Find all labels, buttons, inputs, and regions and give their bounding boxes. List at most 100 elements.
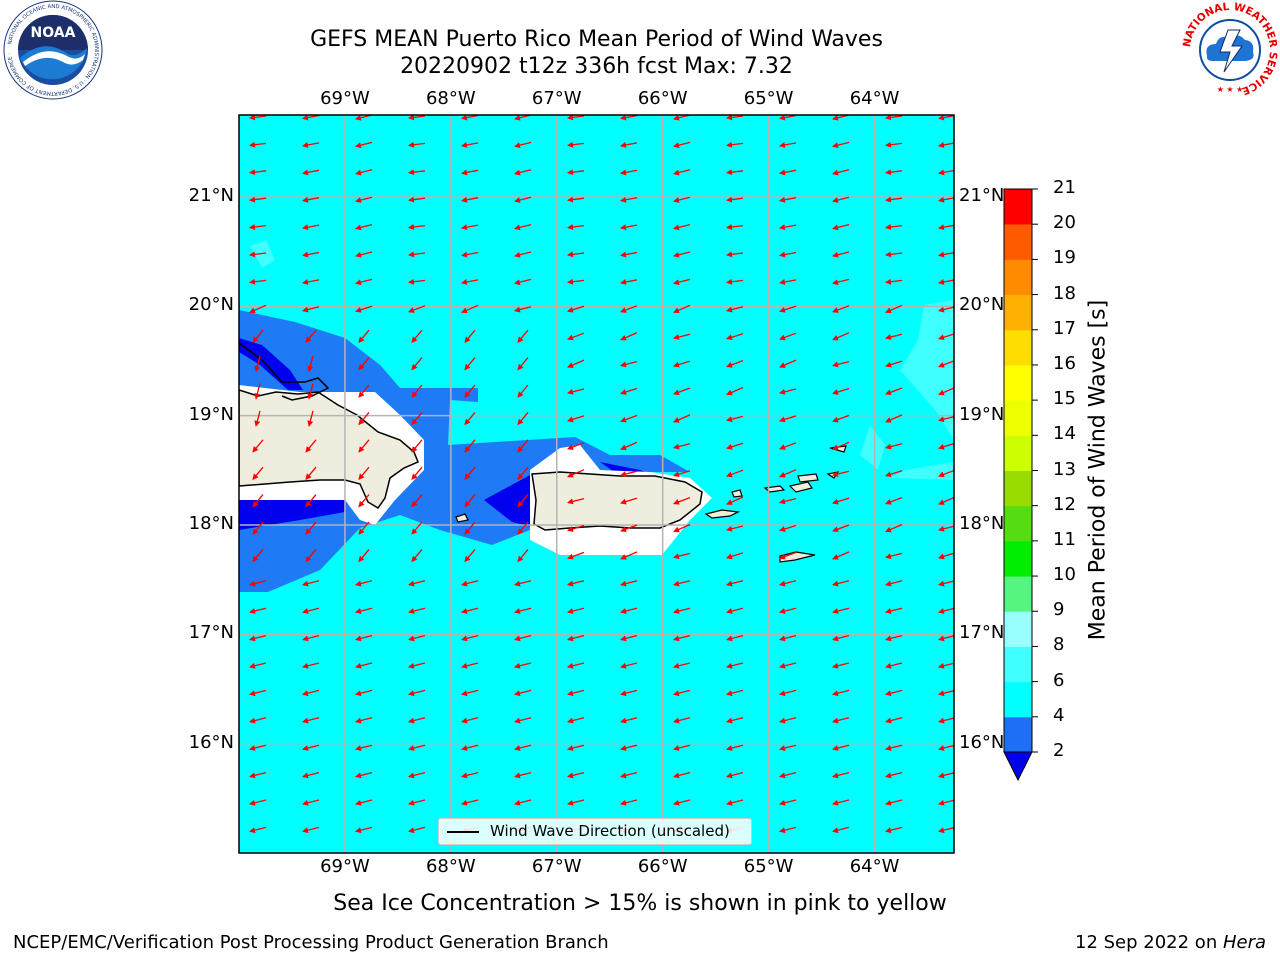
wind-arrow <box>620 279 638 285</box>
wind-arrow <box>885 662 903 669</box>
wind-arrow <box>514 278 532 286</box>
wind-arrow <box>620 799 638 806</box>
colorbar <box>1003 188 1038 782</box>
wind-arrow <box>885 470 903 478</box>
wind-arrow <box>411 411 423 426</box>
wind-arrow <box>358 411 370 426</box>
wind-arrow <box>832 634 850 642</box>
wind-arrow <box>464 548 476 563</box>
wind-arrow <box>779 442 797 450</box>
wind-arrow <box>252 521 264 535</box>
wind-arrow <box>832 717 850 724</box>
colorbar-tick-label: 12 <box>1053 493 1076 515</box>
wind-arrow <box>514 799 532 806</box>
wind-arrow <box>726 333 744 341</box>
wind-arrow <box>832 414 850 423</box>
wind-arrow <box>832 689 850 697</box>
wind-arrow <box>885 580 903 587</box>
wind-arrow <box>726 196 744 203</box>
wind-arrow <box>620 551 638 560</box>
wind-arrow <box>461 607 479 614</box>
lat-tick-label: 20°N <box>959 294 1005 316</box>
wind-arrow <box>832 360 850 368</box>
wind-arrow <box>779 826 797 834</box>
wind-arrow <box>514 634 532 642</box>
st-john <box>788 481 813 493</box>
wind-arrow <box>938 251 954 258</box>
lon-tick-label: 69°W <box>320 856 370 877</box>
colorbar-tick-label: 14 <box>1053 423 1076 445</box>
wind-arrow <box>355 607 373 614</box>
wind-arrow <box>779 388 797 395</box>
colorbar-segment <box>1004 294 1032 331</box>
wind-arrow <box>249 580 267 587</box>
wind-arrow <box>938 689 954 697</box>
wind-arrow <box>938 115 954 121</box>
colorbar-tick-label: 10 <box>1053 564 1076 586</box>
wind-arrow <box>673 443 691 450</box>
lon-tick-label: 64°W <box>849 88 900 109</box>
wind-arrow <box>779 279 797 285</box>
colorbar-segment <box>1004 329 1032 366</box>
wind-arrow <box>885 360 903 368</box>
wind-arrow <box>938 142 954 148</box>
wind-arrow <box>726 552 744 560</box>
colorbar-segment <box>1004 400 1032 436</box>
wind-arrow <box>673 470 691 478</box>
wind-arrow <box>302 306 320 313</box>
lat-tick-label: 18°N <box>188 513 234 534</box>
wind-arrow <box>726 607 744 614</box>
wind-arrow <box>673 387 691 396</box>
wind-arrow <box>620 251 638 258</box>
wind-arrow <box>464 411 476 426</box>
wind-arrow <box>673 251 691 258</box>
tortola <box>797 473 819 483</box>
wind-arrow <box>726 496 744 505</box>
wind-arrow <box>885 496 903 505</box>
wind-arrow <box>885 552 903 560</box>
wind-arrow <box>673 304 691 314</box>
wind-arrow <box>355 278 373 286</box>
colorbar-tick-label: 16 <box>1053 352 1076 374</box>
colorbar-tick-label: 4 <box>1053 704 1065 726</box>
wind-arrow <box>673 141 691 149</box>
wind-arrow <box>302 826 320 834</box>
wind-arrow <box>620 744 638 751</box>
wind-arrow <box>408 717 426 724</box>
wind-arrow <box>517 329 529 343</box>
wind-arrow <box>779 551 797 560</box>
wind-arrow <box>464 521 476 535</box>
wind-arrow <box>302 607 320 614</box>
wind-arrow <box>938 415 954 423</box>
wind-arrow <box>779 142 797 148</box>
wind-arrow <box>305 329 317 343</box>
wind-arrow <box>832 305 850 313</box>
colorbar-tick-label: 9 <box>1053 599 1065 621</box>
wind-arrow <box>779 359 797 368</box>
wind-arrow <box>673 771 691 779</box>
wind-arrow <box>461 771 479 779</box>
wind-arrow <box>620 524 638 533</box>
wind-direction-arrows <box>249 115 954 834</box>
wind-arrow <box>514 251 532 258</box>
wind-arrow <box>620 414 638 423</box>
wind-arrow <box>567 359 585 368</box>
wind-arrow <box>885 689 903 697</box>
chart-subtitle: 20220902 t12z 336h fcst Max: 7.32 <box>400 54 793 79</box>
wind-arrow <box>355 826 373 834</box>
colorbar-tick-label: 19 <box>1053 247 1076 269</box>
wind-arrow <box>885 607 903 614</box>
colorbar-tick-label: 17 <box>1053 317 1076 339</box>
lon-tick-label: 65°W <box>743 856 794 877</box>
lat-tick-label: 19°N <box>188 403 234 425</box>
wind-arrow <box>567 169 585 176</box>
wind-arrow <box>885 717 903 724</box>
noaa-logo: NATIONAL OCEANIC AND ATMOSPHERIC ADMINIS… <box>3 0 103 100</box>
wind-arrow <box>620 196 638 203</box>
wind-arrow <box>885 826 903 834</box>
wind-arrow <box>832 441 850 451</box>
wind-arrow <box>514 771 532 779</box>
wind-arrow <box>885 387 903 396</box>
wind-arrow <box>832 251 850 258</box>
